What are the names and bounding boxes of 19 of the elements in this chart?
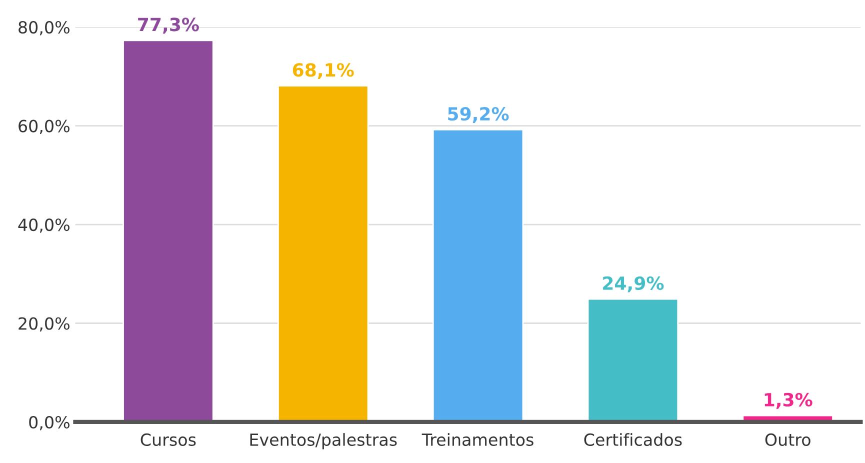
y-tick-label: 80,0% xyxy=(18,21,70,36)
data-label: 59,2% xyxy=(448,107,509,123)
bar xyxy=(587,298,679,422)
bar xyxy=(122,40,214,422)
data-label: 24,9% xyxy=(603,276,664,292)
y-tick-label: 20,0% xyxy=(18,317,70,332)
bar xyxy=(278,85,369,422)
data-label: 68,1% xyxy=(292,63,354,80)
x-tick-label: Certificados xyxy=(584,433,682,446)
bar xyxy=(432,129,524,422)
x-tick-label: Eventos/palestras xyxy=(250,433,397,450)
data-label: 1,3% xyxy=(764,392,812,409)
y-tick-label: 40,0% xyxy=(18,218,70,233)
data-label: 77,3% xyxy=(138,18,199,34)
x-tick-label: Cursos xyxy=(140,433,196,446)
y-tick-label: 60,0% xyxy=(18,120,70,134)
x-tick-label: Treinamentos xyxy=(422,433,534,446)
y-tick-label: 0,0% xyxy=(29,416,70,430)
x-tick-label: Outro xyxy=(765,433,810,446)
